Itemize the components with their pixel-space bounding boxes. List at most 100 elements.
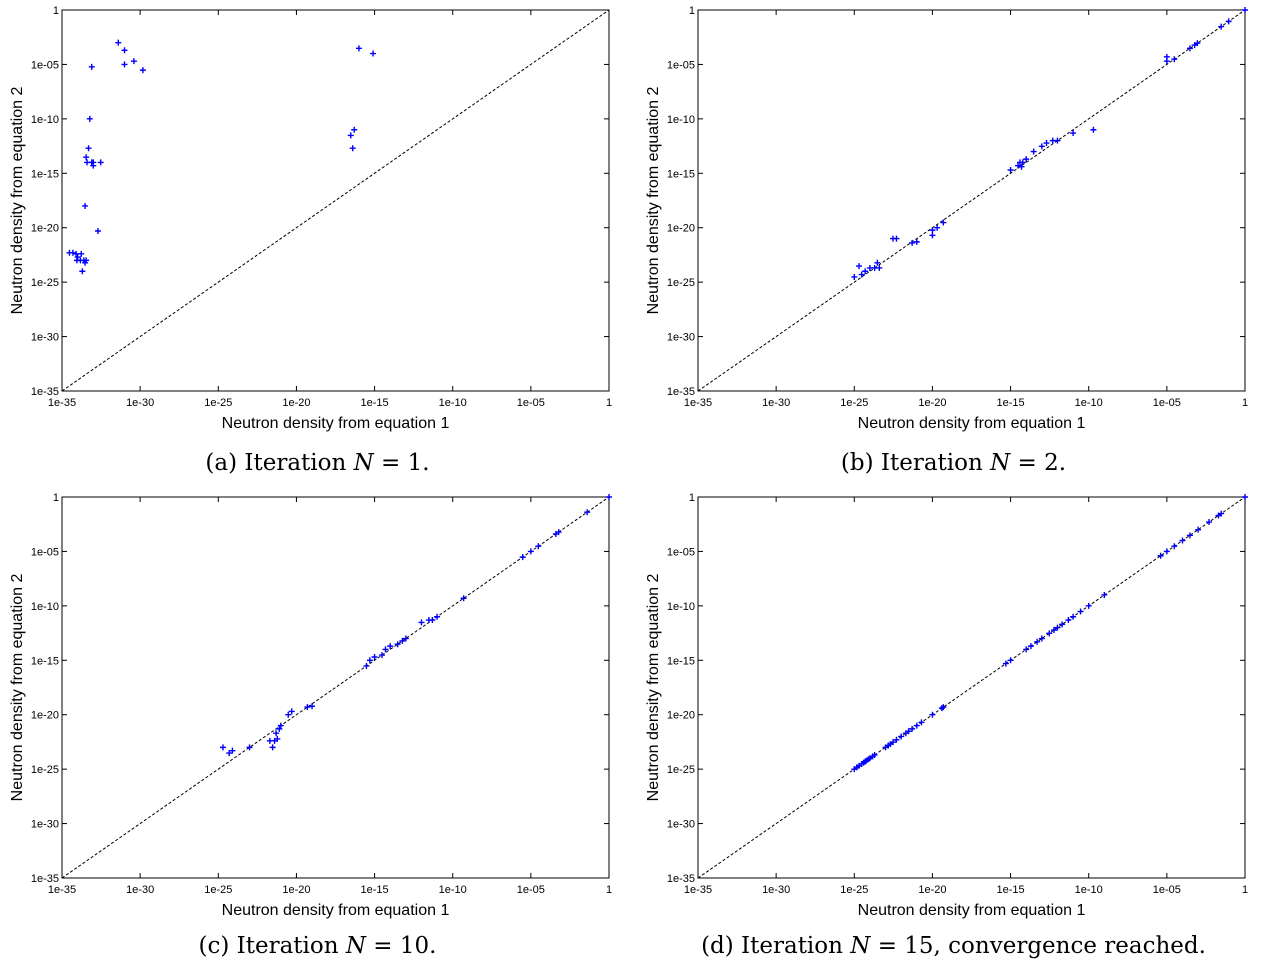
y-tick-label: 1e-15	[667, 168, 695, 180]
plot-frame	[61, 9, 610, 392]
data-point	[876, 264, 883, 271]
data-point	[273, 730, 280, 737]
data-point	[85, 145, 92, 152]
x-tick-label: 1e-10	[439, 397, 467, 409]
data-point	[1007, 657, 1014, 664]
data-point	[940, 219, 947, 226]
data-point	[1046, 630, 1053, 637]
data-point	[1038, 635, 1045, 642]
data-point	[288, 708, 295, 715]
x-tick-label: 1e-20	[918, 397, 946, 409]
x-tick-label: 1e-10	[439, 884, 467, 896]
x-tick-label: 1e-20	[282, 397, 310, 409]
y-tick-label: 1e-35	[667, 386, 695, 398]
x-tick-label: 1	[1242, 397, 1248, 409]
data-point	[519, 554, 526, 561]
data-point	[1070, 613, 1077, 620]
y-axis-label: Neutron density from equation 2	[9, 574, 26, 802]
data-point	[429, 617, 436, 624]
x-tick-label: 1e-10	[1075, 397, 1103, 409]
x-tick-label: 1e-20	[282, 884, 310, 896]
data-point	[1018, 163, 1025, 170]
data-point	[370, 50, 377, 57]
y-tick-label: 1	[689, 5, 695, 17]
data-point	[285, 711, 292, 718]
data-point	[130, 58, 137, 65]
x-tick-label: 1	[606, 397, 612, 409]
data-point	[893, 235, 900, 242]
y-tick-label: 1e-35	[31, 873, 59, 885]
x-tick-label: 1e-20	[918, 884, 946, 896]
data-point	[1171, 543, 1178, 550]
caption-c: (c) Iteration N = 10.	[198, 933, 437, 959]
y-tick-label: 1e-20	[667, 710, 695, 722]
data-point	[871, 751, 878, 758]
data-point	[394, 641, 401, 648]
data-point	[86, 115, 93, 122]
data-point	[69, 249, 76, 256]
data-point	[115, 39, 122, 46]
data-point	[1195, 526, 1202, 533]
data-point	[1077, 608, 1084, 615]
y-tick-label: 1	[53, 492, 59, 504]
data-points	[851, 7, 1248, 280]
y-tick-label: 1e-25	[667, 764, 695, 776]
y-tick-label: 1	[689, 492, 695, 504]
y-tick-label: 1e-30	[667, 819, 695, 831]
y-tick-label: 1e-15	[31, 655, 59, 667]
data-point	[1171, 56, 1178, 63]
x-tick-label: 1e-30	[126, 884, 154, 896]
plot-frame	[61, 496, 610, 879]
y-tick-label: 1	[53, 5, 59, 17]
data-point	[1206, 519, 1213, 526]
x-tick-label: 1e-30	[126, 397, 154, 409]
data-point	[94, 227, 101, 234]
data-point	[351, 126, 358, 133]
data-point	[276, 725, 283, 732]
data-point	[79, 268, 86, 275]
plot-frame	[697, 9, 1246, 392]
y-tick-label: 1e-25	[31, 277, 59, 289]
data-point	[929, 232, 936, 239]
data-point	[460, 595, 467, 602]
data-points	[66, 39, 377, 275]
data-point	[349, 145, 356, 152]
caption-b: (b) Iteration N = 2.	[840, 450, 1067, 476]
data-point	[913, 722, 920, 729]
data-point	[121, 61, 128, 68]
y-tick-label: 1e-15	[667, 655, 695, 667]
data-point	[90, 162, 97, 169]
y-tick-label: 1e-10	[31, 601, 59, 613]
x-tick-label: 1e-15	[997, 397, 1025, 409]
caption-a: (a) Iteration N = 1.	[205, 450, 430, 476]
data-point	[1179, 537, 1186, 544]
data-point	[1225, 18, 1232, 25]
x-tick-label: 1e-05	[517, 884, 545, 896]
data-point	[1186, 45, 1193, 52]
data-point	[1242, 7, 1248, 13]
y-axis-label: Neutron density from equation 2	[645, 87, 662, 315]
x-tick-label: 1e-05	[517, 397, 545, 409]
data-point	[1050, 627, 1057, 634]
data-point	[1015, 162, 1022, 169]
data-point	[1059, 621, 1066, 628]
data-point	[929, 711, 936, 718]
data-point	[82, 202, 89, 209]
data-point	[83, 154, 90, 161]
x-axis-label: Neutron density from equation 1	[858, 415, 1086, 432]
x-tick-label: 1e-05	[1153, 884, 1181, 896]
y-tick-label: 1e-20	[31, 710, 59, 722]
data-point	[277, 722, 284, 729]
data-point	[402, 635, 409, 642]
data-point	[858, 271, 865, 278]
y-tick-label: 1e-25	[667, 277, 695, 289]
x-tick-label: 1e-35	[48, 397, 76, 409]
data-point	[555, 529, 562, 536]
data-point	[1054, 624, 1061, 631]
x-tick-label: 1e-05	[1153, 397, 1181, 409]
data-point	[1002, 660, 1009, 667]
data-point	[434, 613, 441, 620]
data-point	[304, 704, 311, 711]
data-point	[366, 657, 373, 664]
